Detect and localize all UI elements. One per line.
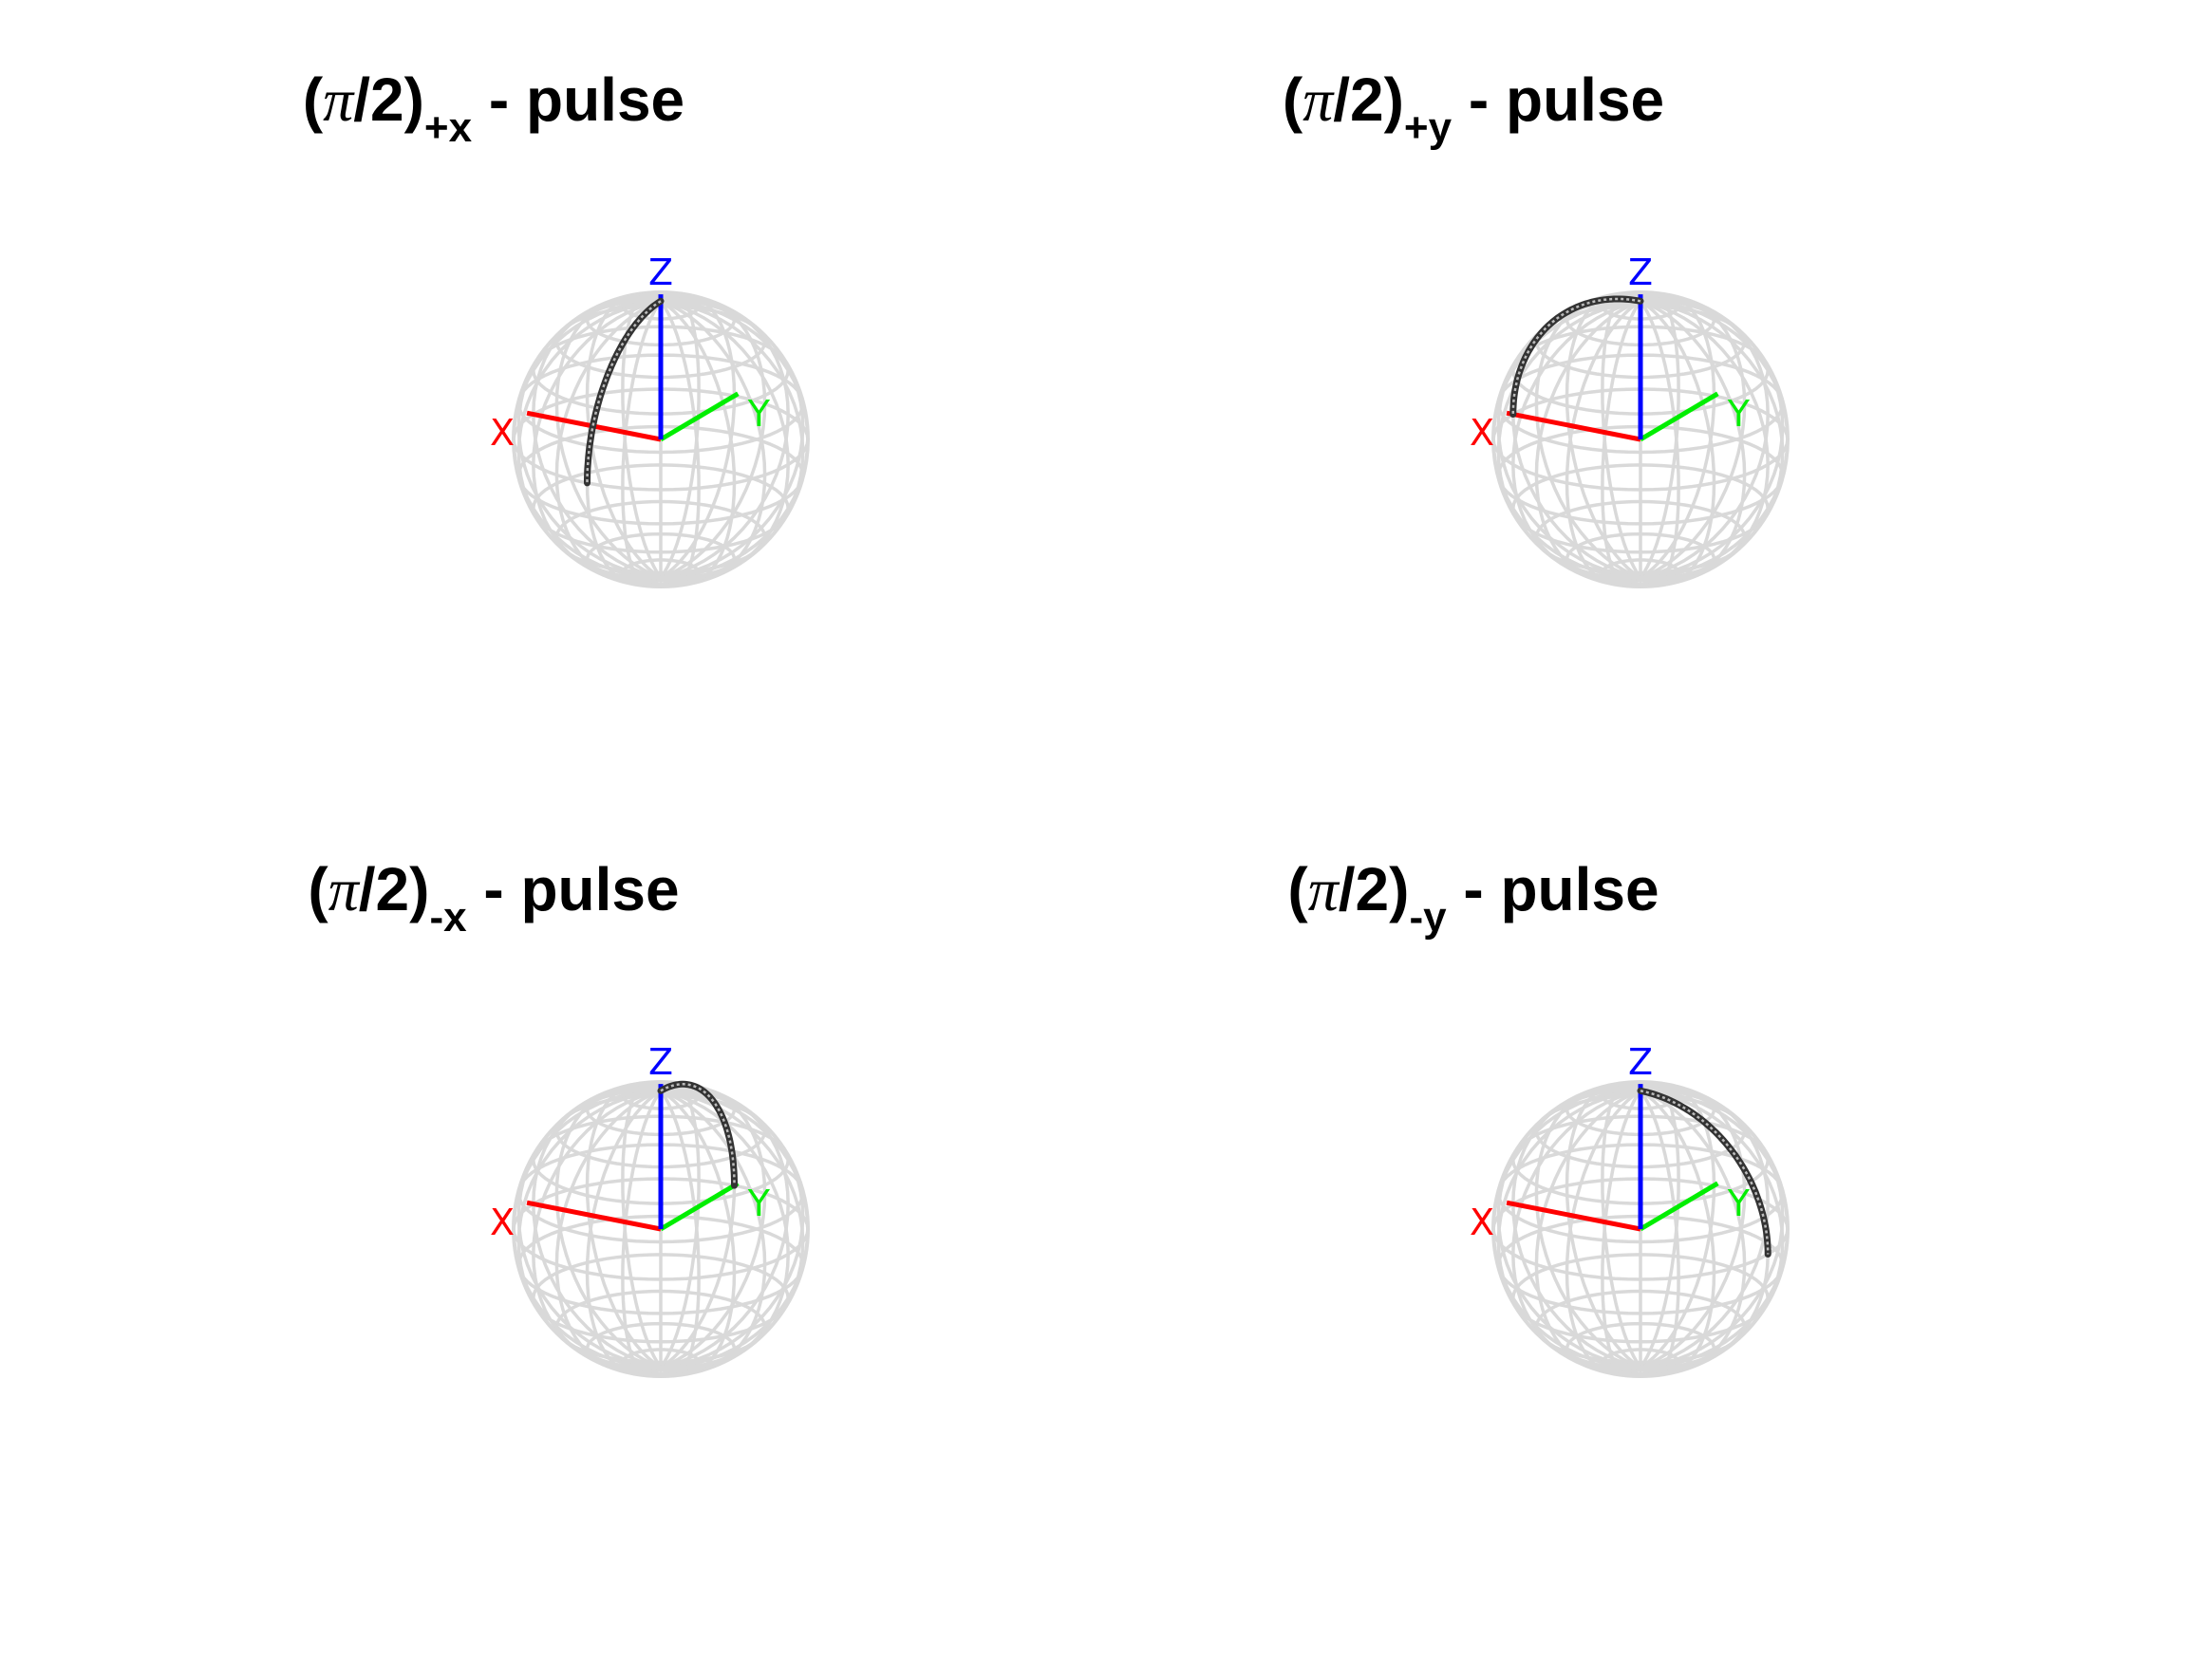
y-axis xyxy=(659,1181,740,1232)
title-tail: - pulse xyxy=(1452,65,1665,134)
title-mid: /2) xyxy=(353,65,424,134)
title-mid: /2) xyxy=(1338,855,1410,923)
title-subscript: +y xyxy=(1403,104,1453,151)
title-pi: π xyxy=(1303,66,1334,134)
title-pi: π xyxy=(328,856,359,923)
meridian-line xyxy=(516,1088,805,1370)
title-tail: - pulse xyxy=(1446,855,1659,923)
title-paren: ( xyxy=(302,65,324,134)
title-subscript: -x xyxy=(429,894,467,941)
title-paren: ( xyxy=(308,855,328,923)
y-axis-label: Y xyxy=(747,1183,771,1224)
trajectory-arc-highlight xyxy=(660,1083,736,1186)
bloch-sphere: X Y Z xyxy=(490,252,810,588)
bloch-sphere: X Y Z xyxy=(490,1041,810,1378)
title-pi: π xyxy=(323,66,354,134)
title-paren: ( xyxy=(1287,855,1308,923)
x-axis-label: X xyxy=(1470,412,1494,454)
y-axis-label: Y xyxy=(1727,393,1751,435)
panel-title: (π/2)-y - pulse xyxy=(980,854,1967,941)
z-axis-label: Z xyxy=(648,1041,673,1083)
panel-minus-y-pulse: (π/2)-y - pulse X Y Z xyxy=(980,790,2086,1619)
bloch-sphere: X Y Z xyxy=(1470,1041,1790,1378)
x-axis-label: X xyxy=(490,412,515,454)
title-paren: ( xyxy=(1282,65,1303,134)
wireframe xyxy=(512,290,810,588)
panel-plus-x-pulse: (π/2)+x - pulse X Y Z xyxy=(0,0,1106,830)
panel-minus-x-pulse: (π/2)-x - pulse X Y Z xyxy=(0,790,1106,1619)
z-axis-label: Z xyxy=(648,252,673,293)
y-axis xyxy=(1639,391,1719,442)
title-pi: π xyxy=(1307,856,1339,923)
meridian-line xyxy=(1496,1088,1785,1370)
trajectory-arc-highlight xyxy=(586,300,662,483)
y-axis xyxy=(659,391,740,442)
trajectory-arc-highlight xyxy=(1640,1090,1770,1255)
z-axis-label: Z xyxy=(1628,252,1653,293)
title-mid: /2) xyxy=(358,855,430,923)
panel-title: (π/2)-x - pulse xyxy=(0,854,987,941)
title-subscript: +x xyxy=(423,104,473,151)
y-axis-label: Y xyxy=(747,393,771,435)
meridian-line xyxy=(1496,298,1785,581)
x-axis-label: X xyxy=(1470,1202,1494,1243)
panel-title: (π/2)+y - pulse xyxy=(980,65,1967,152)
y-axis-label: Y xyxy=(1727,1183,1751,1224)
title-subscript: -y xyxy=(1409,894,1447,941)
panel-title: (π/2)+x - pulse xyxy=(0,65,987,152)
title-mid: /2) xyxy=(1333,65,1404,134)
meridian-line xyxy=(516,298,805,581)
bloch-sphere: X Y Z xyxy=(1470,252,1790,588)
title-tail: - pulse xyxy=(466,855,680,923)
y-axis xyxy=(1639,1181,1719,1232)
z-axis-label: Z xyxy=(1628,1041,1653,1083)
panel-plus-y-pulse: (π/2)+y - pulse X Y Z xyxy=(980,0,2086,830)
x-axis-label: X xyxy=(490,1202,515,1243)
x-axis xyxy=(526,1200,662,1232)
x-axis xyxy=(1506,1200,1641,1232)
title-tail: - pulse xyxy=(472,65,685,134)
trajectory-arc-highlight xyxy=(1511,297,1641,415)
x-axis xyxy=(1506,410,1641,442)
